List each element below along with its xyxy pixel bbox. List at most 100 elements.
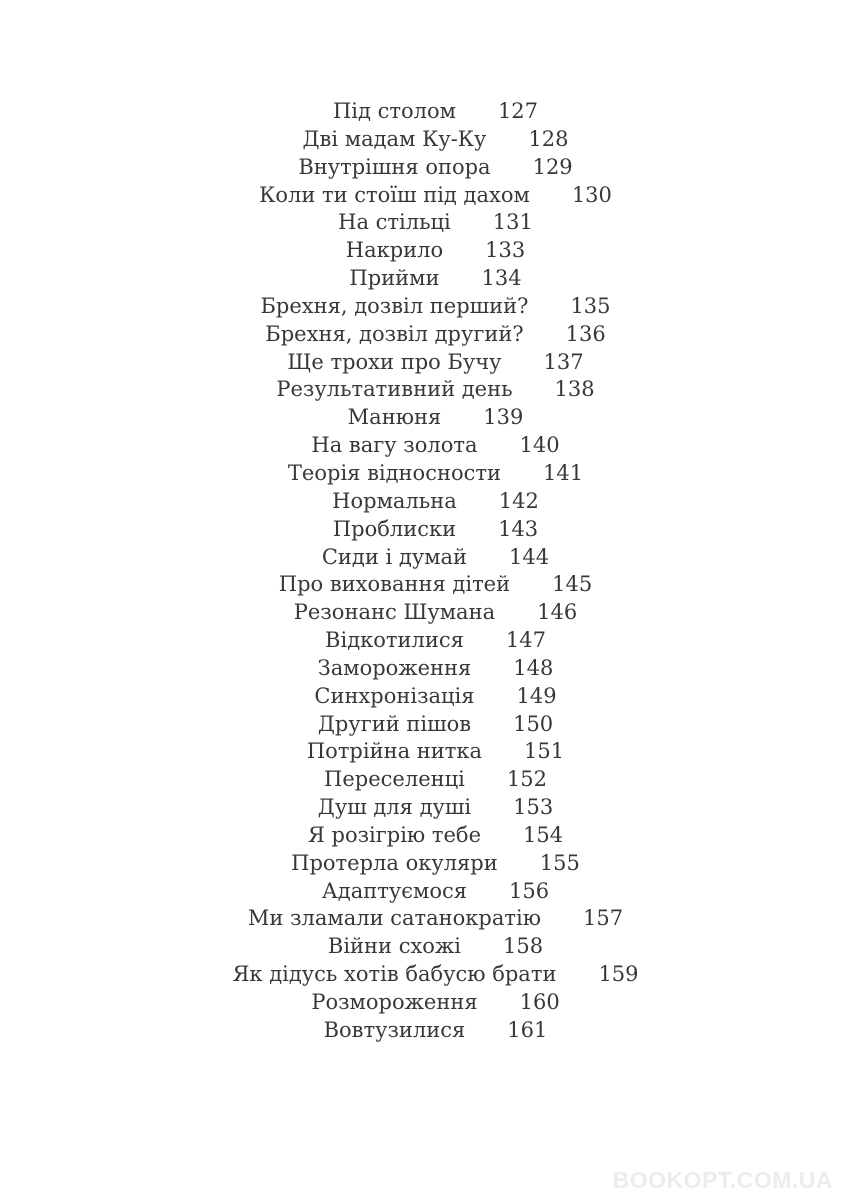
toc-entry: Синхронізація 149 <box>26 683 845 711</box>
chapter-title: Протерла окуляри <box>291 850 498 875</box>
chapter-page-number: 153 <box>513 795 554 820</box>
chapter-title: Внутрішня опора <box>298 154 491 179</box>
chapter-page-number: 134 <box>481 266 522 291</box>
chapter-title: Розмороження <box>311 990 478 1014</box>
chapter-page-number: 133 <box>485 238 526 263</box>
chapter-page-number: 141 <box>542 460 584 485</box>
chapter-page-number: 144 <box>509 544 550 569</box>
table-of-contents: Під столом 127 Дві мадам Ку-Ку 128 Внутр… <box>0 98 845 1045</box>
chapter-title: Накрило <box>345 238 444 263</box>
toc-entry: Вовтузилися 161 <box>26 1017 845 1045</box>
chapter-title: Брехня, дозвіл другий? <box>265 321 524 346</box>
toc-entry: На вагу золота 140 <box>26 432 845 460</box>
toc-entry: Резонанс Шумана 146 <box>26 599 845 627</box>
chapter-page-number: 161 <box>507 1017 548 1042</box>
chapter-title: Другий пішов <box>317 711 472 736</box>
chapter-title: Душ для душі <box>317 795 472 820</box>
chapter-title: Як дідусь хотів бабусю брати <box>232 962 557 987</box>
chapter-title: Сиди і думай <box>321 544 468 569</box>
chapter-title: Теорія відносности <box>287 460 501 485</box>
toc-entry: Протерла окуляри 155 <box>26 850 845 878</box>
chapter-title: На вагу золота <box>311 433 478 458</box>
chapter-title: Ще трохи про Бучу <box>287 349 502 374</box>
toc-entry: Про виховання дітей 145 <box>26 571 845 599</box>
toc-entry: Під столом 127 <box>26 98 845 126</box>
toc-entry: Другий пішов 150 <box>26 711 845 739</box>
chapter-title: На стільці <box>338 210 451 235</box>
toc-entry: Адаптуємося 156 <box>26 878 845 906</box>
toc-entry: Замороження 148 <box>26 655 845 683</box>
chapter-title: Манюня <box>347 405 442 430</box>
chapter-title: Ми зламали сатанократію <box>247 906 542 931</box>
toc-entry: Війни схожі 158 <box>26 933 845 961</box>
toc-entry: Переселенці 152 <box>26 766 845 794</box>
chapter-page-number: 156 <box>508 878 550 903</box>
chapter-page-number: 127 <box>497 99 539 123</box>
chapter-title: Про виховання дітей <box>278 572 511 597</box>
chapter-page-number: 138 <box>554 377 595 402</box>
chapter-page-number: 152 <box>506 767 547 792</box>
chapter-page-number: 145 <box>552 572 593 597</box>
chapter-page-number: 147 <box>505 628 546 653</box>
chapter-title: Нормальна <box>332 488 457 513</box>
chapter-title: Переселенці <box>324 767 465 792</box>
chapter-title: Замороження <box>317 655 472 680</box>
chapter-title: Адаптуємося <box>321 878 467 903</box>
chapter-page-number: 140 <box>519 433 560 458</box>
chapter-page-number: 142 <box>498 488 539 513</box>
toc-entry: Я розігрію тебе 154 <box>26 822 845 850</box>
chapter-page-number: 151 <box>524 739 565 764</box>
chapter-page-number: 157 <box>583 906 624 931</box>
toc-entry: Брехня, дозвіл другий? 136 <box>26 321 845 349</box>
toc-entry: Ще трохи про Бучу 137 <box>26 349 845 377</box>
chapter-title: Брехня, дозвіл перший? <box>260 293 529 318</box>
chapter-page-number: 146 <box>537 600 578 625</box>
toc-entry: Внутрішня опора 129 <box>26 154 845 182</box>
chapter-page-number: 135 <box>570 293 611 318</box>
toc-entry: Прийми 134 <box>26 265 845 293</box>
chapter-title: Дві мадам Ку-Ку <box>302 126 487 151</box>
chapter-title: Проблиски <box>332 516 457 541</box>
toc-entry: Як дідусь хотів бабусю брати 159 <box>26 961 845 989</box>
chapter-title: Я розігрію тебе <box>307 822 482 847</box>
toc-entry: Розмороження 160 <box>26 989 845 1017</box>
chapter-page-number: 129 <box>532 154 573 179</box>
toc-entry: Душ для душі 153 <box>26 794 845 822</box>
chapter-page-number: 159 <box>598 962 639 987</box>
toc-entry: Манюня 139 <box>26 404 845 432</box>
chapter-title: Коли ти стоїш під дахом <box>259 182 530 207</box>
chapter-page-number: 131 <box>492 210 533 235</box>
chapter-title: Прийми <box>349 266 440 291</box>
chapter-page-number: 137 <box>543 349 584 374</box>
toc-entry: На стільці 131 <box>26 209 845 237</box>
toc-entry: Коли ти стоїш під дахом 130 <box>26 182 845 210</box>
chapter-title: Потрійна нитка <box>306 739 483 764</box>
toc-entry: Накрило 133 <box>26 237 845 265</box>
toc-entry: Дві мадам Ку-Ку 128 <box>26 126 845 154</box>
chapter-page-number: 158 <box>503 934 544 959</box>
chapter-page-number: 143 <box>498 516 539 541</box>
toc-entry: Проблиски 143 <box>26 516 845 544</box>
chapter-page-number: 139 <box>483 405 524 430</box>
toc-entry: Відкотилися 147 <box>26 627 845 655</box>
chapter-title: Війни схожі <box>327 934 461 959</box>
toc-entry: Результативний день 138 <box>26 376 845 404</box>
chapter-page-number: 130 <box>571 182 612 207</box>
chapter-page-number: 155 <box>539 850 580 875</box>
toc-entry: Ми зламали сатанократію 157 <box>26 905 845 933</box>
toc-entry: Потрійна нитка 151 <box>26 738 845 766</box>
chapter-page-number: 128 <box>528 126 569 151</box>
chapter-title: Синхронізація <box>314 683 475 708</box>
chapter-page-number: 150 <box>513 711 554 736</box>
chapter-page-number: 136 <box>565 321 606 346</box>
toc-entry: Нормальна 142 <box>26 488 845 516</box>
toc-entry: Сиди і думай 144 <box>26 544 845 572</box>
chapter-title: Відкотилися <box>325 628 464 653</box>
chapter-page-number: 149 <box>516 683 557 708</box>
chapter-title: Під столом <box>332 99 456 123</box>
chapter-page-number: 148 <box>513 655 554 680</box>
chapter-page-number: 160 <box>519 990 560 1014</box>
chapter-title: Резонанс Шумана <box>293 600 496 625</box>
watermark: BOOKOPT.COM.UA <box>612 1167 833 1193</box>
